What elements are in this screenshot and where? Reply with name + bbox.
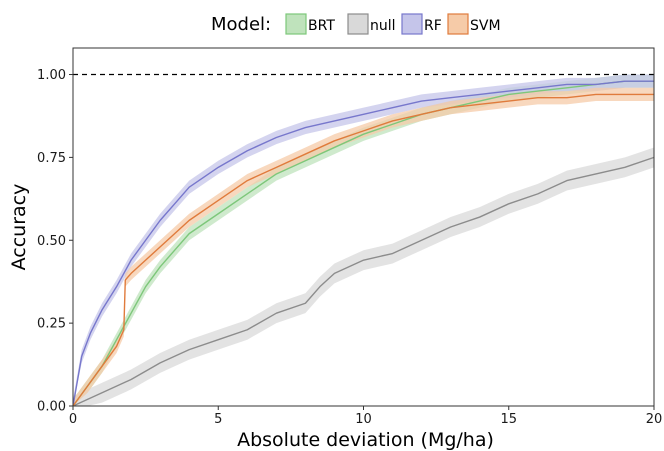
legend-item-RF: RF: [401, 13, 442, 35]
y-tick-label: 1.00: [37, 68, 66, 83]
x-axis: 0 5 10 15 20: [69, 406, 662, 427]
x-axis-title: Absolute deviation (Mg/ha): [237, 429, 494, 451]
series-line-SVM: [72, 93, 654, 407]
y-axis: 0.00 0.25 0.50 0.75 1.00: [37, 68, 73, 415]
legend-label-SVM: SVM: [470, 18, 501, 34]
x-tick-label: 0: [69, 412, 77, 427]
series-line-BRT: [72, 80, 654, 407]
legend-key-BRT: [285, 13, 307, 35]
x-tick-label: 10: [355, 412, 372, 427]
series-line-RF: [72, 80, 654, 407]
x-tick-label: 5: [214, 412, 222, 427]
y-tick-label: 0.50: [37, 234, 66, 249]
legend-title: Model:: [211, 14, 271, 35]
confidence-bands: [73, 74, 654, 407]
legend-key-null: [347, 13, 369, 35]
x-tick-label: 20: [646, 412, 663, 427]
y-tick-label: 0.00: [37, 400, 66, 415]
legend-label-RF: RF: [424, 18, 442, 34]
legend: Model: BRT null RF SVM: [211, 13, 501, 35]
legend-key-SVM: [447, 13, 469, 35]
legend-item-SVM: SVM: [447, 13, 501, 35]
y-tick-label: 0.25: [37, 317, 66, 332]
legend-item-BRT: BRT: [285, 13, 335, 35]
legend-item-null: null: [347, 13, 396, 35]
y-axis-title: Accuracy: [8, 184, 30, 271]
series-lines: [72, 80, 655, 407]
band-null: [73, 147, 654, 406]
band-BRT: [73, 74, 654, 406]
y-tick-label: 0.75: [37, 151, 66, 166]
legend-label-BRT: BRT: [308, 18, 335, 34]
legend-label-null: null: [370, 18, 396, 34]
series-line-null: [72, 156, 655, 407]
legend-key-RF: [401, 13, 423, 35]
x-tick-label: 15: [500, 412, 517, 427]
